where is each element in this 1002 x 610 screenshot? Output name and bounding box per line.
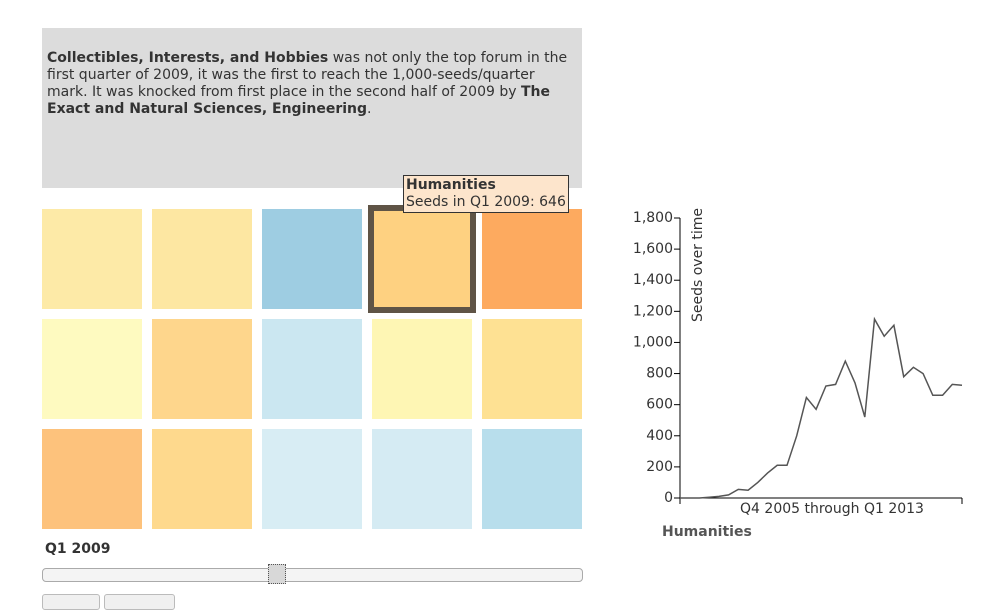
y-tick-label: 1,000: [633, 334, 673, 350]
y-tick-label: 1,800: [633, 210, 673, 226]
line: [680, 316, 963, 499]
button[interactable]: [104, 594, 175, 610]
y-tick-label: 400: [646, 428, 673, 444]
heatmap-cell[interactable]: [42, 429, 142, 529]
chart-subject: Humanities: [662, 524, 752, 540]
heatmap-cell[interactable]: [152, 429, 252, 529]
x-axis-label: Q4 2005 through Q1 2013: [740, 501, 924, 517]
heatmap-cell[interactable]: [482, 429, 582, 529]
description-text: .: [367, 101, 372, 117]
y-tick-label: 1,200: [633, 303, 673, 319]
button[interactable]: [42, 594, 100, 610]
heatmap-cell[interactable]: [152, 319, 252, 419]
chart: Seeds over time Q4 2005 through Q1 2013 …: [633, 208, 963, 540]
y-tick-label: 600: [646, 397, 673, 413]
heatmap-cell[interactable]: [482, 209, 582, 309]
slider-track[interactable]: [42, 568, 583, 582]
heatmap-cell[interactable]: [262, 319, 362, 419]
heatmap-cell[interactable]: [42, 319, 142, 419]
y-tick-label: 1,600: [633, 241, 673, 257]
y-tick-label: 800: [646, 366, 673, 382]
heatmap-cell[interactable]: [372, 429, 472, 529]
heatmap-cell[interactable]: [372, 319, 472, 419]
description-text: The Exact and Natural Sciences, Engineer…: [47, 84, 550, 117]
tooltip: Humanities Seeds in Q1 2009: 646: [403, 175, 569, 213]
heatmap-cell[interactable]: [152, 209, 252, 309]
heatmap-cell[interactable]: [42, 209, 142, 309]
y-tick-label: 200: [646, 459, 673, 475]
heatmap-cell[interactable]: [482, 319, 582, 419]
description-text: was not only the top forum in the first …: [47, 50, 568, 100]
y-tick-label: 1,400: [633, 272, 673, 288]
tooltip-title: Humanities: [406, 177, 496, 193]
heatmap-cell[interactable]: [262, 429, 362, 529]
slider-thumb[interactable]: [268, 564, 286, 584]
description: Collectibles, Interests, and Hobbies was…: [42, 28, 582, 188]
heatmap-cell[interactable]: [262, 209, 362, 309]
tooltip-text: Seeds in Q1 2009: 646: [406, 194, 566, 210]
heatmap-cell[interactable]: [368, 205, 476, 313]
period-label: Q1 2009: [45, 541, 111, 557]
y-axis-label: Seeds over time: [690, 208, 706, 322]
y-tick-label: 0: [664, 490, 673, 506]
description-text: Collectibles, Interests, and Hobbies: [47, 50, 329, 66]
